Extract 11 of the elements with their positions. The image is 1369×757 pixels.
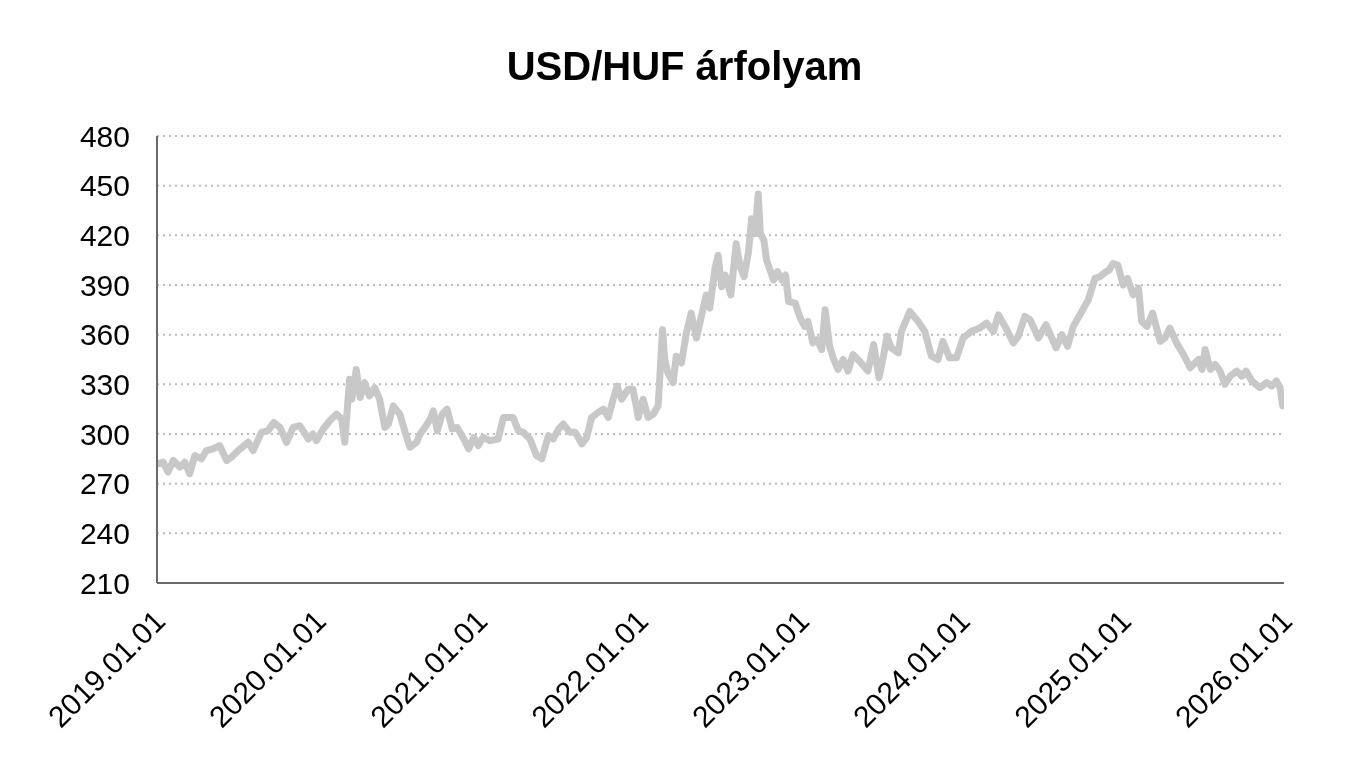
y-tick-label: 330 bbox=[79, 367, 130, 401]
chart-title: USD/HUF árfolyam bbox=[505, 44, 864, 88]
y-tick-label: 270 bbox=[79, 467, 130, 501]
y-tick-label: 480 bbox=[79, 119, 130, 153]
y-tick-label: 300 bbox=[79, 417, 130, 451]
y-tick-label: 240 bbox=[79, 516, 130, 550]
y-tick-label: 390 bbox=[79, 268, 130, 302]
y-tick-label: 420 bbox=[79, 218, 130, 252]
y-tick-label: 210 bbox=[79, 566, 130, 600]
y-tick-label: 450 bbox=[79, 169, 130, 203]
y-tick-label: 360 bbox=[79, 318, 130, 352]
